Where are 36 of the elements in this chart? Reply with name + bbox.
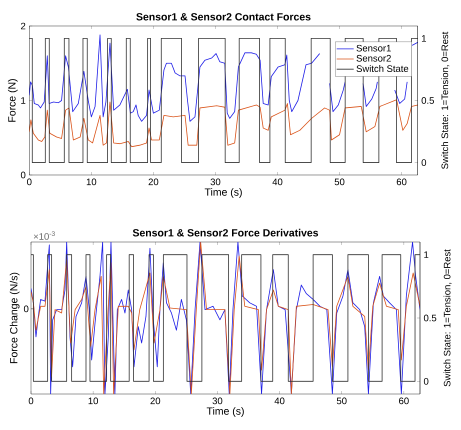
- y2-tick-label: 0.5: [424, 314, 436, 322]
- chart-title: Sensor1 & Sensor2 Contact Forces: [136, 13, 311, 20]
- x-axis-title: Time (s): [206, 407, 244, 417]
- y-tick-label: 2: [20, 22, 26, 30]
- x-tick-label: 60: [399, 398, 409, 404]
- x-axis-title: Time (s): [204, 188, 242, 198]
- legend-label: Sensor2: [356, 54, 391, 62]
- y-axis-title: Force (N): [8, 79, 18, 122]
- y2-tick-label: 1: [422, 35, 426, 42]
- x-tick-label: 30: [210, 178, 220, 186]
- x-tick-label: 60: [396, 178, 406, 186]
- y2-tick-label: 1: [424, 251, 428, 258]
- y2-tick-label: 0.5: [422, 97, 434, 104]
- y2-tick-label: 0: [422, 159, 426, 166]
- legend-label: Switch State: [356, 65, 408, 72]
- y2-tick-label: 0: [424, 378, 428, 385]
- x-tick-label: 40: [272, 178, 282, 186]
- legend-label: Sensor1: [356, 44, 391, 52]
- x-tick-label: 50: [334, 178, 344, 186]
- x-tick-label: 10: [86, 178, 96, 186]
- x-tick-label: 30: [212, 398, 222, 404]
- x-tick-label: 10: [88, 398, 98, 404]
- y-tick-label: 0: [20, 172, 26, 178]
- y-tick-label: 1: [21, 97, 26, 104]
- x-tick-label: 20: [150, 398, 160, 404]
- y2-axis-title: Switch State: 1=Tension, 0=Rest: [444, 249, 452, 386]
- y2-axis-title: Switch State: 1=Tension, 0=Rest: [441, 32, 450, 169]
- x-tick-label: 20: [148, 178, 158, 186]
- x-tick-label: 40: [274, 398, 284, 404]
- x-tick-label: 50: [336, 398, 347, 404]
- chart-title: Sensor1 & Sensor2 Force Derivatives: [132, 228, 318, 236]
- line-series: [29, 99, 418, 148]
- text: ×10$^{-3}$: [34, 231, 55, 240]
- x-tick-label: 0: [28, 398, 34, 404]
- y-axis-title: Force Change (N/s): [10, 272, 20, 364]
- x-tick-label: 0: [27, 178, 32, 186]
